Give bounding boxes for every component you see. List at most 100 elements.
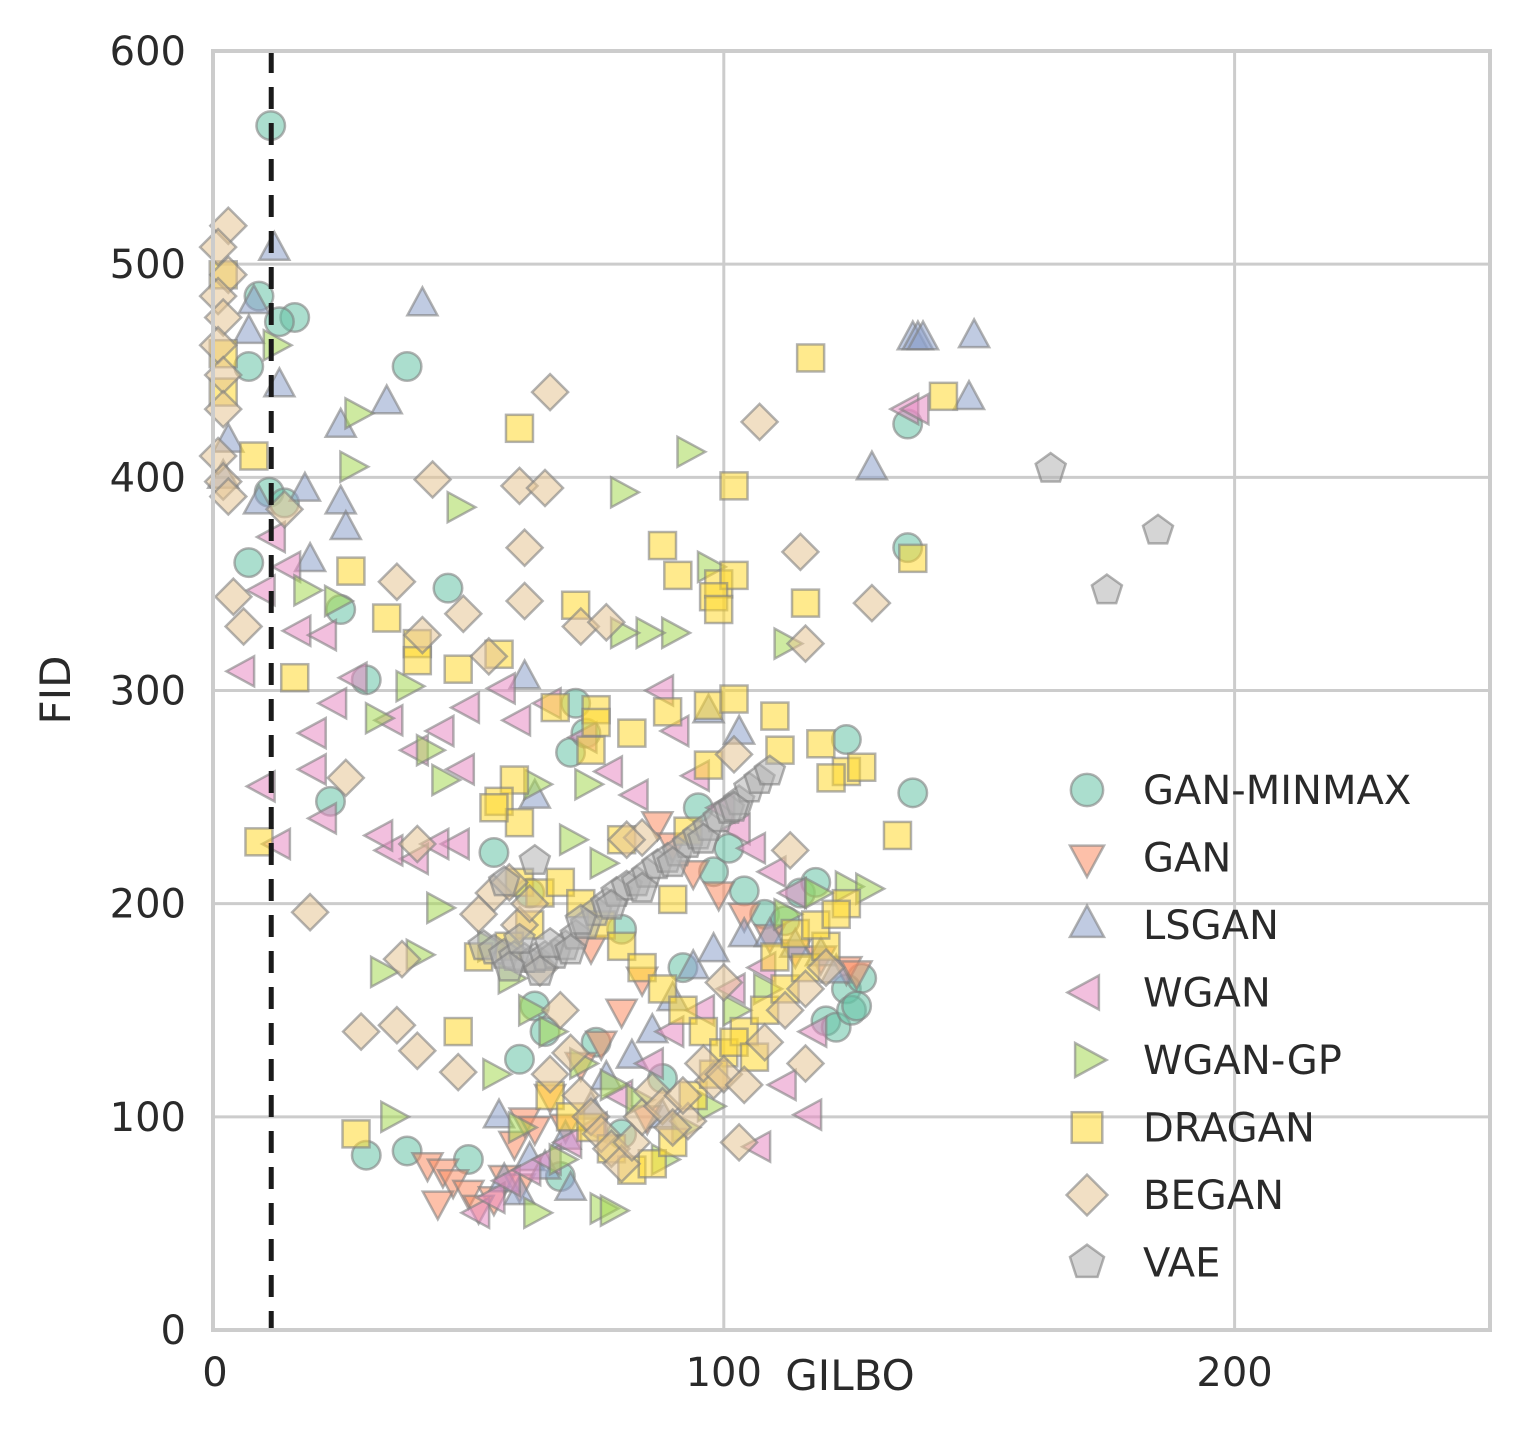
data-point <box>474 1180 506 1215</box>
data-point <box>821 899 851 930</box>
data-point <box>839 960 874 992</box>
legend-label: VAE <box>1143 1241 1220 1287</box>
data-point <box>558 822 591 857</box>
data-point <box>564 903 598 935</box>
data-point <box>806 729 836 759</box>
data-point <box>412 459 453 500</box>
data-point <box>728 875 760 907</box>
data-point <box>717 790 751 822</box>
data-point <box>290 892 330 932</box>
plot-frame <box>211 49 1492 1332</box>
data-point <box>538 1014 571 1049</box>
data-point <box>719 1122 759 1163</box>
data-point <box>905 318 941 351</box>
data-point <box>898 392 930 427</box>
data-point <box>323 583 356 619</box>
legend-item: WGAN-GP <box>1073 1038 1342 1084</box>
data-point <box>523 1195 555 1230</box>
data-point <box>951 378 987 411</box>
legend-marker <box>1064 1172 1110 1218</box>
data-point <box>625 871 659 903</box>
data-point <box>617 718 647 748</box>
data-point <box>530 372 570 412</box>
y-tick-label: 100 <box>110 1095 186 1141</box>
data-point <box>484 671 516 706</box>
data-point <box>244 827 274 857</box>
data-point <box>790 1097 823 1132</box>
data-point <box>371 603 402 633</box>
y-tick-label: 400 <box>110 455 186 501</box>
data-point <box>507 1110 540 1145</box>
data-point <box>405 284 440 317</box>
data-point <box>341 1011 381 1052</box>
data-point <box>1141 513 1175 545</box>
data-point <box>688 1016 719 1047</box>
data-point <box>703 594 734 625</box>
data-point <box>443 654 473 684</box>
data-point <box>482 1057 514 1092</box>
data-point <box>305 801 338 836</box>
data-point <box>509 883 550 924</box>
data-point <box>458 894 499 935</box>
data-point <box>765 990 805 1031</box>
data-point <box>458 1195 491 1230</box>
data-point <box>841 990 873 1022</box>
data-point <box>846 752 877 782</box>
data-point <box>676 947 711 980</box>
data-point <box>198 227 238 267</box>
x-axis-title: GILBO <box>785 1351 914 1400</box>
data-point <box>380 1099 412 1134</box>
data-point <box>517 993 550 1028</box>
data-point <box>503 922 536 954</box>
data-point <box>236 282 271 315</box>
data-point <box>478 837 510 869</box>
data-point <box>739 1129 772 1164</box>
data-point <box>431 762 463 798</box>
y-tick-label: 500 <box>110 242 186 288</box>
data-point <box>696 930 731 963</box>
y-axis-title: FID <box>31 656 80 725</box>
data-point <box>279 613 312 648</box>
legend-item: LSGAN <box>1067 902 1279 949</box>
data-point <box>438 1052 478 1092</box>
data-point <box>548 1142 581 1177</box>
data-point <box>652 1107 693 1148</box>
data-point <box>443 594 484 634</box>
legend-label: WGAN <box>1143 971 1271 1017</box>
data-point <box>241 483 277 515</box>
legend-marker <box>1067 902 1107 939</box>
data-point <box>499 466 540 506</box>
data-point <box>395 669 428 704</box>
data-point <box>852 583 892 623</box>
legend-marker <box>1064 973 1101 1012</box>
data-point <box>426 890 458 925</box>
data-point <box>432 572 464 604</box>
data-point <box>293 540 328 573</box>
series-vae <box>467 451 1175 986</box>
data-point <box>364 701 397 736</box>
data-point <box>576 735 606 765</box>
legend-item: GAN <box>1067 836 1231 882</box>
data-point <box>928 381 959 412</box>
data-point <box>223 606 264 647</box>
data-point <box>295 752 327 787</box>
data-point <box>795 1014 828 1049</box>
data-point <box>499 703 532 738</box>
data-point <box>279 662 310 693</box>
data-point <box>305 618 338 653</box>
data-point <box>581 707 611 738</box>
data-point <box>574 767 606 802</box>
data-point <box>704 962 744 1003</box>
data-point <box>663 560 693 591</box>
data-point <box>770 830 810 871</box>
data-point <box>503 1043 535 1075</box>
data-point <box>606 819 647 860</box>
data-point <box>816 763 846 793</box>
data-point <box>550 1125 583 1160</box>
data-point <box>617 777 649 813</box>
data-point <box>326 758 366 798</box>
legend: GAN-MINMAX GAN LSGAN WGAN WGAN-GP DRAGAN BEGAN… <box>1064 768 1411 1287</box>
data-point <box>469 636 509 677</box>
data-point <box>855 871 887 906</box>
data-point <box>803 875 836 911</box>
